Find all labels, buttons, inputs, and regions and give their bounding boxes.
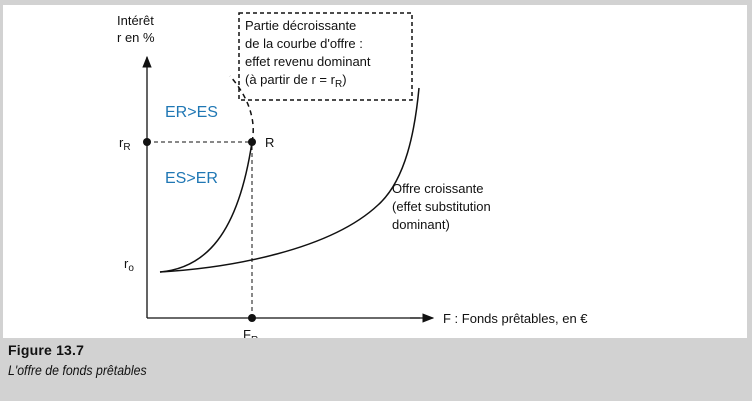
- r-R-label: rR: [119, 135, 131, 153]
- region-lower-label: ES>ER: [165, 170, 218, 187]
- F-R-label: FR: [243, 327, 258, 338]
- r-o-label: ro: [124, 256, 134, 274]
- x-axis-label: F : Fonds prêtables, en €: [443, 311, 588, 326]
- backward-bending-dashed-curve: [229, 75, 254, 143]
- region-upper-label: ER>ES: [165, 104, 218, 121]
- figure-title: L'offre de fonds prêtables: [8, 362, 147, 378]
- point-R-marker: [248, 138, 256, 146]
- figure-number: Figure 13.7: [8, 342, 85, 358]
- F-R-axis-marker: [248, 314, 256, 322]
- curve-label-line3: dominant): [392, 217, 450, 232]
- loanable-funds-diagram: Intérêt r en % rR ro FR R F : Fonds prêt…: [117, 12, 588, 338]
- diagram-area: Intérêt r en % rR ro FR R F : Fonds prêt…: [3, 5, 747, 338]
- increasing-supply-curve: [159, 87, 420, 273]
- point-R-label: R: [265, 135, 274, 150]
- note-box-line1: Partie décroissante: [245, 18, 356, 33]
- note-box-line4: (à partir de r = rR): [245, 72, 347, 90]
- y-axis-label-line1: Intérêt: [117, 13, 154, 28]
- y-axis-label-line2: r en %: [117, 30, 155, 45]
- curve-label-line1: Offre croissante: [392, 181, 484, 196]
- r-R-axis-marker: [143, 138, 151, 146]
- steep-supply-curve: [159, 141, 253, 273]
- note-box-line2: de la courbe d'offre :: [245, 36, 363, 51]
- note-box: [238, 12, 413, 101]
- note-box-line3: effet revenu dominant: [245, 54, 371, 69]
- curve-label-line2: (effet substitution: [392, 199, 491, 214]
